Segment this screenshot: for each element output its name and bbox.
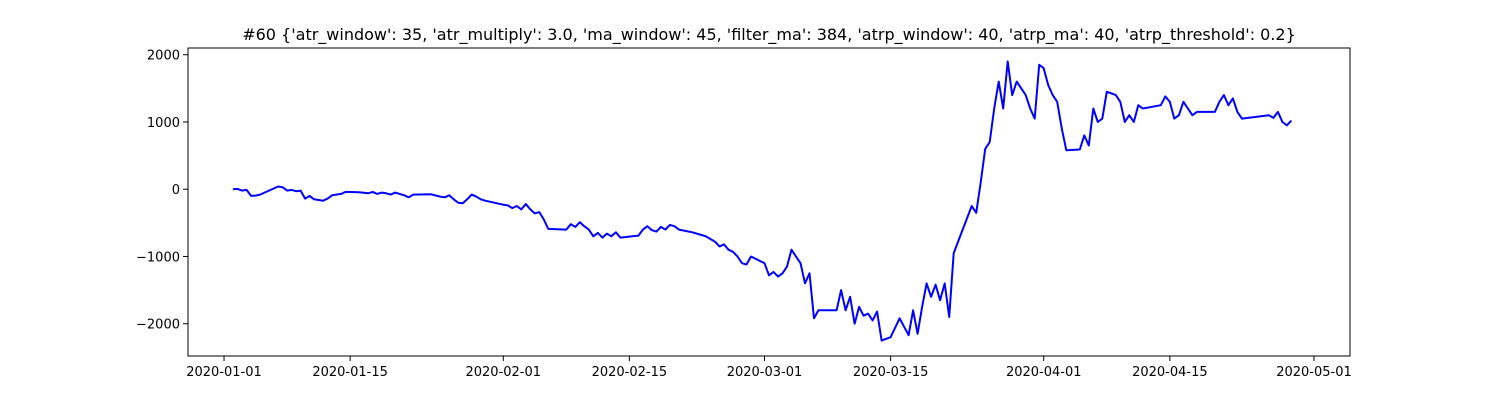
x-tick-label: 2020-05-01	[1276, 365, 1352, 380]
x-tick-label: 2020-01-15	[312, 365, 388, 380]
y-tick-label: −1000	[136, 250, 180, 265]
x-tick-label: 2020-04-15	[1132, 365, 1208, 380]
x-tick-label: 2020-04-01	[1006, 365, 1082, 380]
y-tick-label: −2000	[136, 318, 180, 333]
x-tick-label: 2020-02-15	[592, 365, 668, 380]
chart-title: #60 {'atr_window': 35, 'atr_multiply': 3…	[242, 25, 1296, 45]
x-tick-label: 2020-01-01	[186, 365, 262, 380]
series-line	[232, 60, 1293, 342]
y-tick-label: 0	[172, 183, 180, 198]
x-tick-label: 2020-02-01	[465, 365, 541, 380]
y-tick-label: 2000	[147, 49, 180, 64]
x-tick-label: 2020-03-15	[853, 365, 929, 380]
x-tick-label: 2020-03-01	[727, 365, 803, 380]
plot-frame	[187, 47, 1351, 357]
plot-area: 2020-01-01 2020-01-15 2020-02-01 2020-02-15…	[136, 49, 1352, 380]
y-tick-label: 1000	[147, 116, 180, 131]
